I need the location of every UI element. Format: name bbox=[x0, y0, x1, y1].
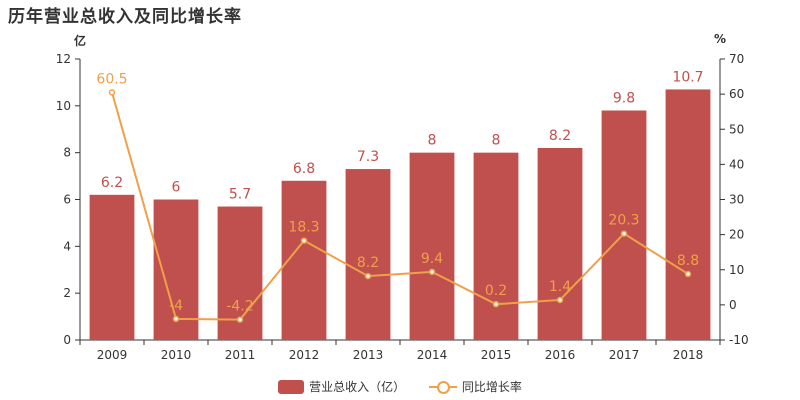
y-left-tick-label: 4 bbox=[63, 239, 71, 253]
y-right-tick-label: 60 bbox=[729, 87, 744, 101]
bar bbox=[537, 147, 583, 340]
line-value-label: 1.4 bbox=[549, 279, 571, 295]
line-point bbox=[684, 270, 692, 278]
x-tick-label: 2013 bbox=[353, 348, 384, 362]
line-point bbox=[300, 237, 308, 244]
bar-value-label: 8 bbox=[492, 133, 501, 149]
x-tick-label: 2011 bbox=[225, 348, 256, 362]
line-value-label: -4.2 bbox=[226, 299, 253, 315]
bar bbox=[473, 152, 519, 340]
y-right-tick-label: 10 bbox=[729, 263, 744, 277]
y-right-tick-label: -10 bbox=[729, 333, 749, 347]
y-right-tick-label: 70 bbox=[729, 52, 744, 66]
bar bbox=[601, 110, 647, 341]
x-tick-label: 2010 bbox=[161, 348, 192, 362]
line-point bbox=[364, 272, 372, 280]
line-point bbox=[492, 300, 500, 308]
line-point bbox=[108, 89, 116, 96]
legend-line-label: 同比增长率 bbox=[461, 380, 522, 394]
legend-bar-label: 营业总收入（亿） bbox=[309, 380, 406, 394]
bar bbox=[665, 89, 711, 340]
x-tick-label: 2012 bbox=[289, 348, 320, 362]
legend-item-line[interactable]: 同比增长率 bbox=[428, 378, 522, 395]
y-right-tick-label: 50 bbox=[729, 122, 744, 136]
x-tick-label: 2018 bbox=[673, 348, 704, 362]
growth-line bbox=[111, 92, 689, 321]
y-left-tick-label: 10 bbox=[56, 99, 71, 113]
y-right-tick-label: 30 bbox=[729, 193, 744, 207]
bar-value-label: 6.8 bbox=[293, 161, 315, 177]
x-tick-label: 2015 bbox=[481, 348, 512, 362]
bar-value-label: 7.3 bbox=[357, 149, 379, 165]
y-right-tick-label: 20 bbox=[729, 228, 744, 242]
line-value-label: 18.3 bbox=[288, 220, 319, 236]
x-tick-label: 2009 bbox=[97, 348, 128, 362]
bar-value-label: 9.8 bbox=[613, 91, 635, 107]
bar-value-label: 8.2 bbox=[549, 128, 571, 144]
y-left-tick-label: 6 bbox=[63, 193, 71, 207]
x-tick-label: 2016 bbox=[545, 348, 576, 362]
line-point bbox=[236, 316, 244, 323]
y-right-tick-label: 0 bbox=[729, 298, 737, 312]
legend-bar-swatch bbox=[278, 379, 305, 394]
bar-value-label: 6 bbox=[172, 180, 181, 196]
line-point bbox=[556, 296, 564, 304]
x-tick-label: 2014 bbox=[417, 348, 448, 362]
line-point bbox=[172, 315, 180, 323]
legend: 营业总收入（亿） 同比增长率 bbox=[0, 378, 800, 395]
y-left-tick-label: 8 bbox=[63, 146, 71, 160]
bar-value-label: 6.2 bbox=[101, 175, 123, 191]
line-value-label: 20.3 bbox=[608, 213, 639, 229]
legend-item-bar[interactable]: 营业总收入（亿） bbox=[278, 378, 405, 395]
bar bbox=[89, 194, 135, 340]
left-axis-unit: 亿 bbox=[74, 34, 87, 48]
bar bbox=[409, 152, 455, 340]
line-point bbox=[428, 268, 436, 276]
chart-title: 历年营业总收入及同比增长率 bbox=[8, 7, 242, 27]
y-left-tick-label: 0 bbox=[63, 333, 71, 347]
x-tick-label: 2017 bbox=[609, 348, 640, 362]
line-value-label: 8.8 bbox=[677, 253, 699, 269]
line-value-label: 8.2 bbox=[357, 255, 379, 271]
line-point bbox=[620, 230, 628, 237]
line-value-label: 0.2 bbox=[485, 283, 507, 299]
bar-value-label: 10.7 bbox=[672, 69, 703, 85]
legend-line-swatch bbox=[428, 380, 457, 394]
bar-value-label: 5.7 bbox=[229, 187, 251, 203]
y-left-tick-label: 12 bbox=[56, 52, 71, 66]
line-value-label: 60.5 bbox=[96, 71, 127, 87]
bar-value-label: 8 bbox=[428, 133, 437, 149]
y-right-tick-label: 40 bbox=[729, 157, 744, 171]
bar bbox=[345, 169, 391, 340]
y-left-tick-label: 2 bbox=[63, 286, 71, 300]
right-axis-unit: % bbox=[714, 32, 727, 46]
line-value-label: 9.4 bbox=[421, 251, 443, 267]
line-value-label: -4 bbox=[169, 298, 183, 314]
